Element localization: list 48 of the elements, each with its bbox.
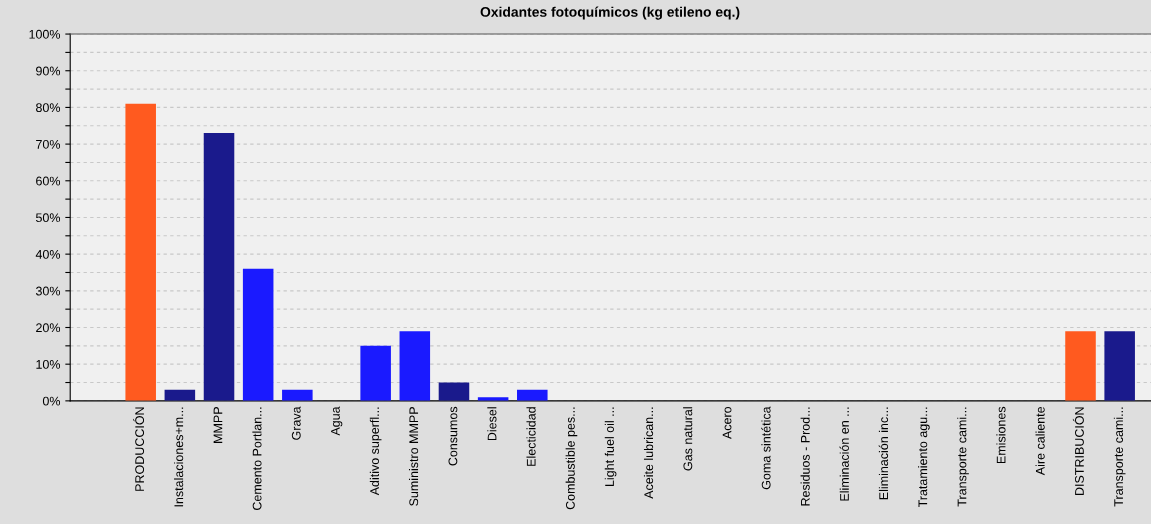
bar — [1065, 331, 1096, 401]
x-tick-label: Gas natural — [683, 407, 693, 471]
x-tick-label: DISTRIBUCIÓN — [1072, 407, 1084, 495]
x-tick-label: Grava — [291, 406, 301, 440]
x-tick-label: Emisiones — [996, 406, 1006, 464]
bar — [282, 389, 313, 401]
y-tick-label: 50% — [35, 213, 61, 223]
y-tick-label: 70% — [36, 139, 61, 149]
y-tick-label: 60% — [36, 176, 61, 186]
x-tick-label: PRODUCCIÓN — [133, 407, 145, 491]
x-tick-label: MMPP — [213, 407, 223, 443]
y-tick-label: 20% — [36, 323, 61, 333]
x-tick-label: Combustible pes... — [565, 407, 578, 510]
bar — [438, 382, 470, 401]
x-tick-label: Diesel — [487, 407, 497, 441]
x-tick-label: Eliminación inc... — [878, 407, 889, 500]
x-tick-label: Transporte cami... — [1113, 407, 1126, 507]
bar — [1104, 331, 1135, 401]
x-tick-label: Aire caliente — [1035, 406, 1045, 476]
y-tick-label: 0% — [42, 396, 61, 406]
y-tick-label: 80% — [36, 103, 61, 113]
x-tick-label: Eliminación en ... — [839, 407, 849, 501]
bar — [399, 331, 431, 401]
y-tick-label: 40% — [35, 249, 61, 259]
x-tick-label: Tratamiento agu... — [918, 407, 930, 508]
x-tick-label: Transporte cami... — [957, 407, 969, 507]
bar — [203, 133, 235, 401]
bar — [242, 268, 274, 401]
y-tick-label: 10% — [36, 359, 61, 369]
y-tick-label: 90% — [36, 66, 61, 76]
bar — [125, 103, 156, 401]
bar — [517, 389, 548, 401]
bar — [360, 345, 391, 401]
x-tick-label: Instalaciones+m... — [174, 407, 184, 507]
chart-title: Oxidantes fotoquímicos (kg etileno eq.) — [480, 6, 740, 20]
x-tick-label: Residuos - Prod... — [800, 407, 810, 506]
x-tick-label: Goma sintética — [761, 406, 771, 490]
x-tick-label: Cemento Portlan... — [252, 407, 262, 510]
x-tick-label: Aceite lubrican... — [643, 407, 654, 499]
x-tick-label: Consumos — [448, 406, 458, 466]
y-tick-label: 30% — [35, 286, 61, 296]
y-tick-label: 100% — [29, 29, 61, 39]
x-tick-label: Agua — [331, 406, 343, 436]
x-tick-label: Suministro MMPP — [408, 407, 419, 506]
x-tick-label: Acero — [722, 406, 732, 440]
x-tick-label: Aditivo superfl... — [369, 407, 382, 496]
x-tick-label: Light fuel oil ... — [604, 407, 617, 486]
x-tick-label: Electicidad — [526, 407, 536, 466]
